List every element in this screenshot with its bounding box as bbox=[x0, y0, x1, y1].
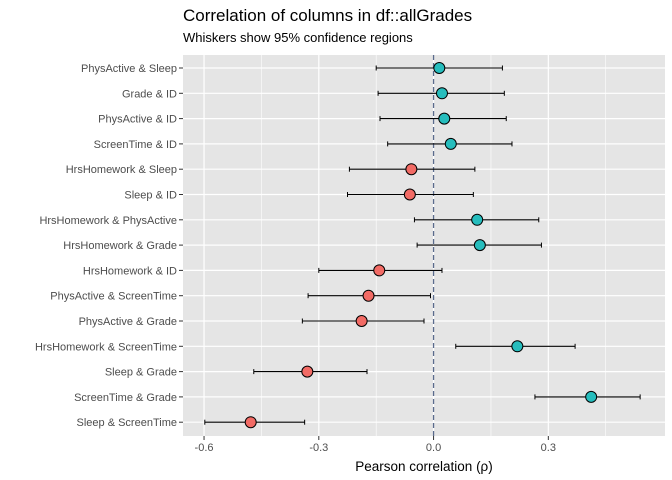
data-point bbox=[405, 163, 418, 176]
data-point bbox=[433, 62, 446, 74]
data-point bbox=[435, 87, 448, 100]
x-tick-label: 0.3 bbox=[541, 442, 556, 454]
data-point bbox=[511, 340, 524, 353]
y-tick-label: ScreenTime & ID bbox=[94, 139, 177, 151]
x-axis-title: Pearson correlation (ρ) bbox=[355, 459, 493, 474]
data-point bbox=[244, 416, 257, 429]
y-tick-label: Grade & ID bbox=[122, 88, 177, 100]
y-tick-label: PhysActive & ID bbox=[98, 114, 177, 126]
chart-title: Correlation of columns in df::allGrades bbox=[183, 6, 472, 25]
y-tick-label: Sleep & ID bbox=[124, 190, 177, 202]
y-tick-label: HrsHomework & Grade bbox=[63, 240, 177, 252]
data-point bbox=[373, 264, 386, 277]
y-tick-label: ScreenTime & Grade bbox=[74, 392, 177, 404]
chart-subtitle: Whiskers show 95% confidence regions bbox=[183, 30, 413, 45]
data-point bbox=[438, 112, 451, 125]
data-point bbox=[355, 315, 368, 327]
y-tick-label: HrsHomework & Sleep bbox=[66, 164, 177, 176]
data-point bbox=[444, 137, 457, 150]
y-tick-label: PhysActive & Sleep bbox=[81, 63, 177, 75]
y-tick-label: PhysActive & ScreenTime bbox=[50, 291, 177, 303]
data-point bbox=[471, 213, 484, 226]
data-point bbox=[473, 239, 486, 252]
data-point bbox=[301, 365, 314, 378]
x-tick-label: -0.6 bbox=[195, 442, 214, 454]
points bbox=[244, 62, 598, 429]
y-tick-label: HrsHomework & ID bbox=[83, 265, 177, 277]
data-point bbox=[362, 289, 375, 302]
data-point bbox=[585, 390, 598, 403]
y-tick-label: PhysActive & Grade bbox=[79, 316, 177, 328]
x-tick-label: 0.0 bbox=[426, 442, 441, 454]
y-tick-label: HrsHomework & ScreenTime bbox=[35, 341, 177, 353]
y-tick-labels: PhysActive & Sleep Grade & ID PhysActive &… bbox=[35, 63, 183, 429]
y-tick-label: HrsHomework & PhysActive bbox=[39, 215, 177, 227]
y-tick-label: Sleep & Grade bbox=[105, 367, 177, 379]
data-point bbox=[403, 188, 416, 201]
x-tick-labels: -0.6 -0.3 0.0 0.3 bbox=[195, 436, 556, 454]
x-tick-label: -0.3 bbox=[309, 442, 328, 454]
y-tick-label: Sleep & ScreenTime bbox=[77, 417, 177, 429]
